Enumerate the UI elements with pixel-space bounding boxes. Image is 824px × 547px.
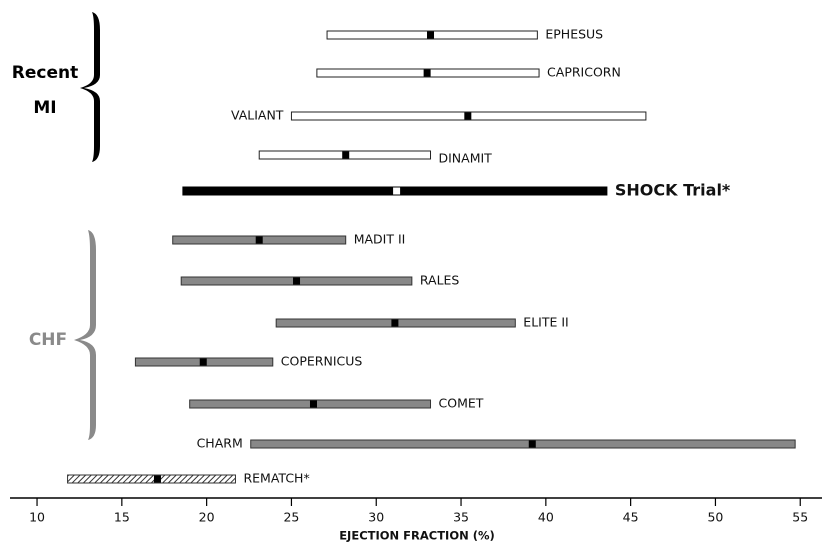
- series-label: REMATCH*: [243, 471, 309, 486]
- x-axis-title: EJECTION FRACTION (%): [339, 529, 495, 543]
- series-label: COMET: [439, 396, 484, 411]
- x-tick-label: 40: [538, 510, 554, 525]
- x-tick-label: 35: [453, 510, 469, 525]
- x-tick-label: 10: [29, 510, 45, 525]
- recent-mi-brace: [80, 12, 100, 162]
- median-marker: [391, 319, 399, 327]
- series-label: EPHESUS: [545, 27, 603, 42]
- range-bar: [250, 439, 796, 449]
- median-marker: [199, 358, 207, 366]
- median-marker: [153, 475, 161, 483]
- median-marker: [464, 112, 472, 120]
- median-marker: [342, 151, 350, 159]
- group-label: CHF: [29, 330, 67, 350]
- chf-brace: [74, 230, 96, 440]
- x-tick-label: 15: [114, 510, 130, 525]
- median-marker: [393, 187, 401, 195]
- median-marker: [427, 31, 435, 39]
- series-label: DINAMIT: [439, 151, 493, 166]
- median-marker: [255, 236, 263, 244]
- median-marker: [309, 400, 317, 408]
- series-label: SHOCK Trial*: [615, 181, 731, 200]
- median-marker: [528, 440, 536, 448]
- series-label: CHARM: [197, 436, 243, 451]
- series-label: MADIT II: [354, 232, 406, 247]
- range-bar: [67, 474, 236, 484]
- series-label: RALES: [420, 273, 460, 288]
- series-label: VALIANT: [231, 108, 284, 123]
- x-tick-label: 30: [368, 510, 384, 525]
- x-tick-label: 45: [623, 510, 639, 525]
- x-tick-label: 20: [199, 510, 215, 525]
- median-marker: [423, 69, 431, 77]
- series-label: CAPRICORN: [547, 65, 621, 80]
- median-marker: [293, 277, 301, 285]
- x-tick-label: 50: [707, 510, 723, 525]
- x-tick-label: 55: [792, 510, 808, 525]
- series-label: COPERNICUS: [281, 354, 363, 369]
- series-label: ELITE II: [523, 315, 568, 330]
- group-label: MI: [33, 98, 56, 118]
- group-label: Recent: [12, 63, 78, 83]
- x-tick-label: 25: [283, 510, 299, 525]
